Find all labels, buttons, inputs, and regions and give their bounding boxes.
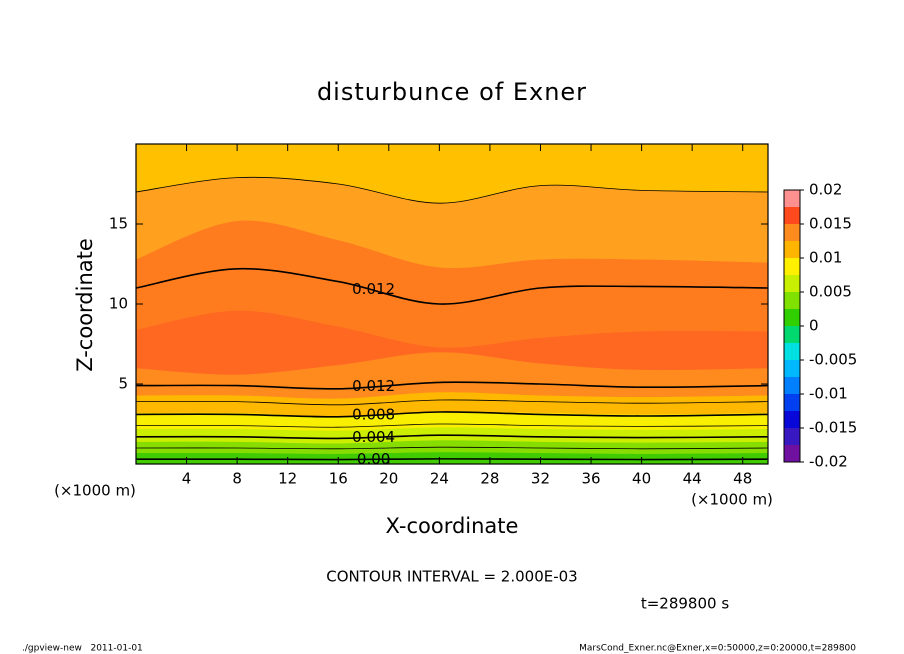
colorbar-tick-label: 0.02	[809, 181, 842, 199]
colorbar-tick-label: -0.01	[809, 385, 848, 403]
footer-left: ./gpview-new 2011-01-01	[22, 644, 143, 654]
filled-band	[135, 451, 769, 465]
colorbar-cell	[784, 377, 800, 394]
colorbar-cell	[784, 258, 800, 275]
colorbar-cell	[784, 224, 800, 241]
x-tick-label: 40	[632, 470, 651, 488]
colorbar-tick-label: 0.005	[809, 283, 852, 301]
contour-label: 0.012	[352, 280, 395, 298]
contour-line	[135, 458, 769, 461]
x-tick-label: 16	[329, 470, 348, 488]
colorbar-tick-label: -0.015	[809, 419, 857, 437]
x-tick-label: 32	[531, 470, 550, 488]
colorbar-cell	[784, 445, 800, 462]
contour-label: 0.004	[352, 428, 395, 446]
y-unit: (×1000 m)	[54, 482, 136, 500]
colorbar-cell	[784, 394, 800, 411]
contour-line	[135, 434, 769, 440]
colorbar-tick-label: -0.02	[809, 453, 848, 471]
contour-label: 0.008	[352, 406, 395, 424]
contour-interval: CONTOUR INTERVAL = 2.000E-03	[326, 568, 577, 586]
contour-label: 0.00	[357, 450, 390, 468]
chart-title: disturbunce of Exner	[317, 78, 587, 106]
contour-label: 0.012	[352, 377, 395, 395]
contour-line	[135, 176, 769, 204]
x-tick-label: 28	[480, 470, 499, 488]
x-tick-label: 20	[379, 470, 398, 488]
y-tick-label: 5	[118, 375, 128, 393]
contour-line	[135, 411, 769, 418]
colorbar-cell	[784, 326, 800, 343]
colorbar-cell	[784, 360, 800, 377]
x-tick-label: 44	[683, 470, 702, 488]
x-tick-label: 48	[733, 470, 752, 488]
x-tick-label: 24	[430, 470, 449, 488]
colorbar-tick-label: -0.005	[809, 351, 857, 369]
plot-area: 0.00 0.004 0.008 0.012 0.012	[135, 143, 769, 468]
time-label: t=289800 s	[641, 595, 729, 613]
colorbar-cell	[784, 207, 800, 224]
x-tick-label: 12	[278, 470, 297, 488]
x-axis-label: X-coordinate	[386, 514, 519, 538]
x-tick-label: 4	[182, 470, 192, 488]
y-tick-label: 15	[109, 215, 128, 233]
contour-line	[135, 381, 769, 390]
x-tick-label: 8	[232, 470, 242, 488]
colorbar-cell	[784, 275, 800, 292]
colorbar-tick-label: 0.01	[809, 249, 842, 267]
contour-line	[135, 446, 769, 450]
colorbar-cell	[784, 428, 800, 445]
colorbar-tick-label: 0.015	[809, 215, 852, 233]
contour-line	[135, 267, 769, 305]
y-tick-label: 10	[109, 295, 128, 313]
colorbar-cell	[784, 309, 800, 326]
colorbar-cell	[784, 292, 800, 309]
colorbar-cell	[784, 343, 800, 360]
colorbar-cell	[784, 241, 800, 258]
contour-line	[135, 423, 769, 428]
x-unit: (×1000 m)	[691, 491, 773, 509]
x-tick-label: 36	[581, 470, 600, 488]
colorbar-tick-label: 0	[809, 317, 819, 335]
y-axis-label: Z-coordinate	[73, 238, 97, 372]
footer-right: MarsCond_Exner.nc@Exner,x=0:50000,z=0:20…	[579, 644, 856, 654]
contour-line	[135, 399, 769, 406]
colorbar-cell	[784, 190, 800, 207]
colorbar-cell	[784, 411, 800, 428]
